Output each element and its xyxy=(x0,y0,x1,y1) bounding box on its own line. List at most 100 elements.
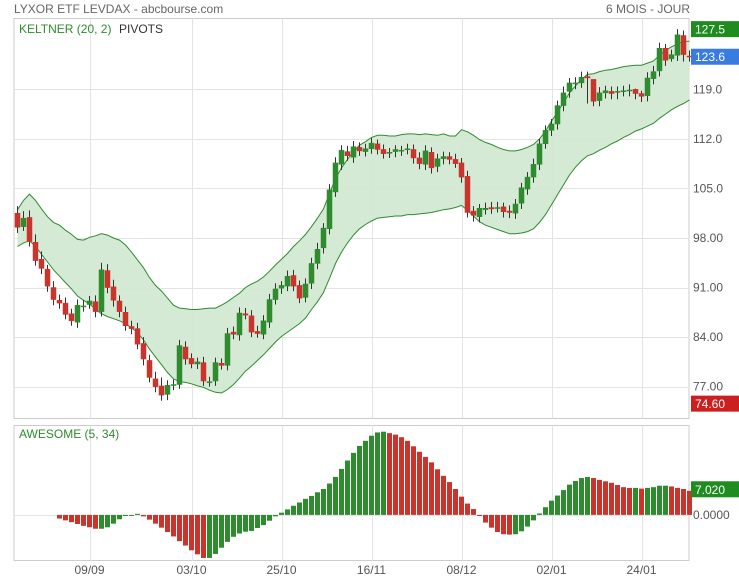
oscillator-last-marker xyxy=(691,481,739,498)
candle-body xyxy=(284,275,291,287)
awesome-bar xyxy=(453,488,458,515)
awesome-bar xyxy=(519,514,524,532)
candle-body xyxy=(86,300,93,305)
candle-body xyxy=(224,333,231,366)
candle-body xyxy=(428,152,435,169)
oscillator-zero-label: 0.0000 xyxy=(693,508,730,522)
price-marker-green xyxy=(691,21,739,38)
candle-body xyxy=(38,258,45,269)
awesome-bar xyxy=(105,514,110,528)
candle-body xyxy=(566,82,573,92)
awesome-bar xyxy=(303,498,308,515)
candle-body xyxy=(596,92,603,101)
candle-body xyxy=(608,91,615,94)
awesome-bar xyxy=(111,514,116,524)
awesome-bar xyxy=(525,514,530,527)
oscillator-last-label: 7.020 xyxy=(695,483,725,497)
awesome-bar xyxy=(567,484,572,515)
candle-body xyxy=(680,35,687,55)
candle-body xyxy=(632,89,639,94)
candle-body xyxy=(446,156,453,160)
candle-body xyxy=(248,315,255,333)
candle-body xyxy=(266,299,273,323)
candle-body xyxy=(440,156,447,159)
candle-body xyxy=(548,123,555,131)
price-marker-label: 127.5 xyxy=(695,23,725,37)
candle-body xyxy=(32,241,39,261)
candle-body xyxy=(530,164,537,178)
price-tick-label: 112.0 xyxy=(693,132,722,146)
price-marker-label: 123.6 xyxy=(695,50,725,64)
awesome-bar xyxy=(591,478,596,515)
awesome-bar xyxy=(405,440,410,515)
candle-body xyxy=(128,326,135,329)
candle-body xyxy=(140,343,147,360)
candle-body xyxy=(26,217,33,242)
awesome-bar xyxy=(411,446,416,515)
candle-body xyxy=(482,207,489,210)
awesome-bar xyxy=(393,434,398,515)
candle-body xyxy=(98,269,105,312)
candle-body xyxy=(194,361,201,365)
awesome-bar xyxy=(561,490,566,515)
candle-body xyxy=(176,345,183,385)
awesome-bar xyxy=(213,514,218,554)
awesome-bar xyxy=(81,514,86,526)
price-marker-red xyxy=(691,395,739,412)
candle-body xyxy=(170,384,177,386)
price-marker-label: 74.60 xyxy=(695,397,725,411)
awesome-bar xyxy=(201,514,206,558)
candle-body xyxy=(320,227,327,249)
candle-body xyxy=(536,143,543,165)
keltner-legend[interactable]: KELTNER (20, 2) xyxy=(19,22,111,36)
awesome-bar xyxy=(609,482,614,515)
awesome-legend[interactable]: AWESOME (5, 34) xyxy=(19,427,119,441)
candle-body xyxy=(290,275,297,287)
awesome-bar xyxy=(177,514,182,542)
awesome-bar xyxy=(471,509,476,515)
awesome-bar xyxy=(159,514,164,528)
awesome-bar xyxy=(255,514,260,529)
awesome-bar xyxy=(243,514,248,532)
candle-body xyxy=(398,149,405,152)
candle-body xyxy=(464,176,471,213)
candle-body xyxy=(188,358,195,365)
candle-body xyxy=(278,285,285,289)
candle-body xyxy=(110,286,117,301)
awesome-bar xyxy=(387,433,392,515)
candlesticks xyxy=(14,29,693,401)
awesome-bar xyxy=(381,431,386,515)
candle-body xyxy=(350,146,357,158)
awesome-bar xyxy=(513,514,518,535)
awesome-bar xyxy=(495,514,500,533)
awesome-bar xyxy=(429,462,434,515)
candle-body xyxy=(44,268,51,287)
x-tick-label: 03/10 xyxy=(176,563,206,577)
awesome-bar xyxy=(93,514,98,529)
candle-body xyxy=(80,305,87,308)
candle-body xyxy=(524,176,531,190)
awesome-bar xyxy=(141,514,146,517)
candle-body xyxy=(476,207,483,217)
candle-body xyxy=(104,270,111,288)
candle-body xyxy=(50,287,57,300)
awesome-bars xyxy=(57,431,692,558)
pivots-legend[interactable]: PIVOTS xyxy=(119,22,163,36)
candle-body xyxy=(542,130,549,145)
x-axis: 09/09 03/10 25/10 16/11 08/12 02/01 24/01 xyxy=(74,563,656,577)
awesome-bar xyxy=(369,435,374,515)
awesome-bar xyxy=(639,488,644,515)
candle-body xyxy=(314,249,321,264)
x-tick-label: 02/01 xyxy=(536,563,566,577)
awesome-bar xyxy=(315,492,320,515)
candle-body xyxy=(260,320,267,335)
candle-body xyxy=(392,149,399,152)
candle-body xyxy=(644,77,651,96)
candle-body xyxy=(308,263,315,284)
x-tick-label: 25/10 xyxy=(266,563,296,577)
awesome-bar xyxy=(165,514,170,533)
candle-body xyxy=(218,363,225,366)
candle-body xyxy=(74,304,81,323)
awesome-bar xyxy=(615,484,620,515)
